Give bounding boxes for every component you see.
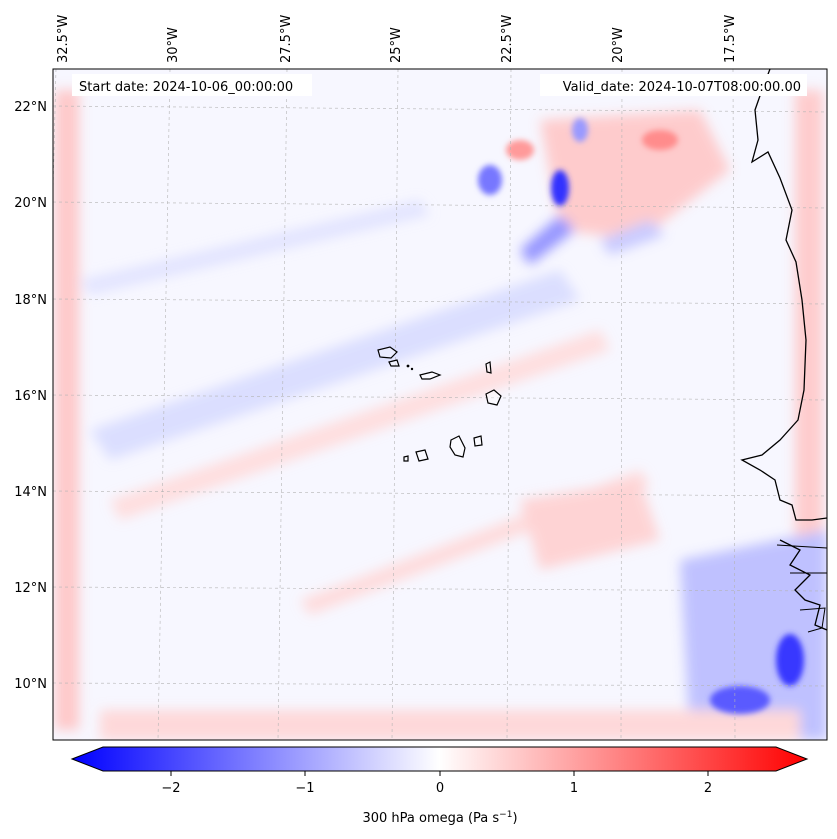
colorbar-label: 300 hPa omega (Pa s−1) (362, 810, 517, 826)
omega-field (53, 69, 827, 740)
island-santiago (449, 435, 466, 458)
blue-cell-3 (572, 118, 588, 142)
lon-label-17-5w: 17.5°W (723, 15, 738, 63)
island-sao-nicolau (419, 371, 442, 380)
colorbar-tick-0: 0 (436, 781, 444, 796)
blue-cell-4 (776, 634, 804, 686)
lon-label-20w: 20°W (611, 27, 626, 63)
lon-label-22-5w: 22.5°W (500, 15, 515, 63)
lat-label-18n: 18°N (14, 293, 47, 308)
valid-date-label: Valid_date: 2024-10-07T08:00:00.00 (563, 80, 801, 95)
red-edge-south (100, 710, 800, 740)
island-boa-vista (485, 389, 502, 406)
latitude-labels: 22°N 20°N 18°N 16°N 14°N 12°N 10°N (14, 100, 47, 692)
lat-label-22n: 22°N (14, 100, 47, 115)
lon-label-27-5w: 27.5°W (279, 15, 294, 63)
start-date-label: Start date: 2024-10-06_00:00:00 (79, 80, 293, 95)
colorbar-tick-1: 1 (570, 781, 578, 796)
island-brava (403, 455, 409, 462)
guinea-coastline (779, 539, 827, 631)
colorbar-tick-neg1: −1 (295, 781, 314, 796)
small-islets (406, 364, 414, 371)
red-cell-2 (642, 130, 678, 150)
colorbar: −2 −1 0 1 2 300 hPa omega (Pa s−1) (70, 746, 809, 826)
longitude-labels: 32.5°W 30°W 27.5°W 25°W 22.5°W 20°W 17.5… (56, 15, 738, 63)
colorbar-tick-neg2: −2 (161, 781, 180, 796)
start-date-box (72, 74, 312, 96)
island-sal (485, 361, 492, 374)
lon-label-32-5w: 32.5°W (56, 15, 71, 63)
blue-band-2 (80, 200, 430, 295)
blue-cell-2 (551, 170, 569, 206)
red-band-1 (110, 330, 610, 520)
island-sao-vicente (388, 359, 400, 367)
lon-label-25w: 25°W (389, 27, 404, 63)
red-cell-1 (506, 140, 534, 160)
lat-label-16n: 16°N (14, 389, 47, 404)
blue-streak-ne (520, 215, 575, 265)
lon-label-30w: 30°W (166, 27, 181, 63)
colorbar-tick-2: 2 (704, 781, 712, 796)
map-frame (52, 68, 828, 741)
blue-streak-ne-2 (600, 220, 665, 255)
island-fogo (415, 449, 429, 462)
blue-band-1 (90, 270, 580, 460)
island-santo-antao (377, 346, 398, 359)
colorbar-ticks (170, 771, 709, 776)
lat-label-20n: 20°N (14, 196, 47, 211)
edge-band-west (55, 90, 79, 730)
valid-date-box (540, 74, 807, 96)
lat-label-12n: 12°N (14, 581, 47, 596)
colorbar-body (70, 746, 809, 772)
red-cell-ne (540, 110, 730, 240)
lat-label-14n: 14°N (14, 485, 47, 500)
island-maio (473, 435, 483, 447)
graticule (53, 69, 827, 740)
red-area-s (520, 480, 660, 570)
blue-cell-1 (478, 165, 502, 195)
border-lines (776, 544, 827, 633)
blue-area-se (680, 530, 827, 740)
cabo-verde-islands (377, 346, 502, 462)
lat-label-10n: 10°N (14, 677, 47, 692)
africa-coastline (740, 69, 827, 521)
blue-cell-5 (710, 686, 770, 714)
